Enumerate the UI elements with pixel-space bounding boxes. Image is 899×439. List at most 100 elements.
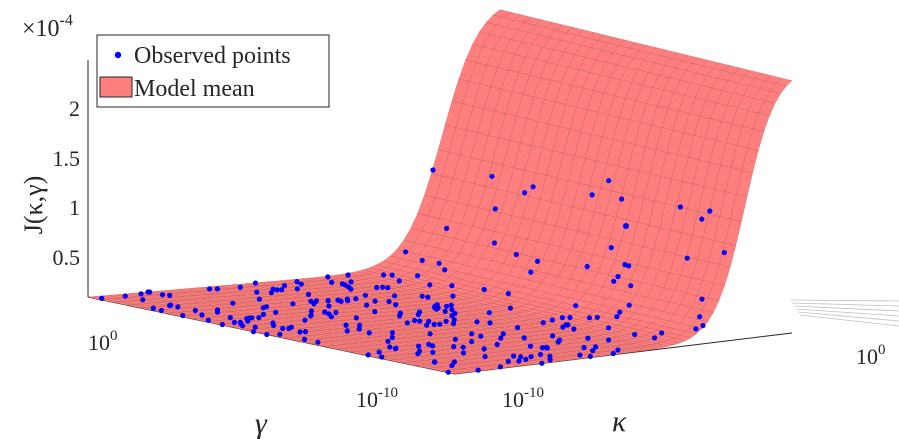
observed-point [451, 344, 457, 350]
observed-point [277, 331, 283, 337]
observed-point [492, 206, 498, 212]
observed-point [523, 356, 529, 362]
observed-point [516, 358, 522, 364]
observed-point [559, 315, 566, 321]
observed-point [419, 257, 425, 263]
observed-point [605, 325, 612, 331]
observed-point [175, 304, 181, 310]
kappa-tick-label: 100 [856, 342, 886, 369]
observed-point [537, 351, 544, 358]
observed-point [547, 357, 553, 363]
observed-point [325, 298, 331, 304]
observed-point [628, 283, 634, 289]
observed-point [353, 296, 359, 302]
observed-point [250, 329, 256, 335]
observed-point [396, 278, 402, 284]
observed-point [302, 329, 309, 335]
observed-point [343, 322, 349, 328]
observed-point [199, 312, 205, 318]
observed-point [415, 351, 421, 357]
observed-point [322, 309, 328, 315]
observed-point [584, 263, 590, 270]
observed-point [403, 249, 409, 255]
observed-point [557, 337, 563, 343]
observed-point [505, 358, 511, 364]
observed-point [345, 298, 351, 304]
observed-point [450, 293, 456, 299]
observed-point [571, 326, 577, 332]
observed-point [254, 289, 260, 295]
observed-point [290, 301, 296, 307]
observed-point [387, 344, 393, 350]
observed-point [619, 196, 625, 202]
observed-point [392, 293, 398, 299]
observed-point [294, 286, 300, 292]
observed-point [389, 330, 395, 336]
observed-point [427, 331, 433, 337]
observed-point [445, 369, 451, 375]
observed-point [419, 293, 425, 299]
observed-point [513, 251, 519, 258]
observed-point [543, 344, 549, 350]
observed-point [415, 311, 421, 318]
observed-point [563, 322, 569, 328]
observed-point [308, 312, 314, 318]
observed-point [273, 309, 279, 315]
observed-point [632, 331, 638, 338]
legend-patch-model [99, 76, 133, 98]
observed-point [460, 350, 467, 356]
observed-point [659, 330, 665, 336]
observed-point [448, 302, 454, 308]
observed-point [540, 320, 546, 326]
observed-point [577, 352, 583, 358]
observed-point [214, 286, 220, 292]
observed-point [329, 279, 335, 285]
observed-point [426, 341, 432, 347]
gamma-tick-label: 100 [88, 328, 118, 355]
observed-point [585, 335, 591, 341]
observed-point [264, 331, 270, 338]
observed-point [207, 286, 213, 292]
observed-point [240, 323, 246, 329]
observed-point [436, 260, 442, 266]
observed-point [325, 274, 331, 280]
observed-point [252, 280, 259, 286]
observed-point [437, 321, 443, 327]
observed-point [528, 269, 534, 275]
observed-point [180, 312, 186, 319]
observed-point [270, 286, 276, 292]
y-axis-label: κ [612, 405, 627, 438]
observed-point [489, 173, 495, 179]
observed-point [697, 314, 703, 320]
observed-point [521, 335, 527, 341]
observed-point [606, 178, 612, 184]
observed-point [305, 291, 312, 297]
observed-point [404, 320, 410, 326]
observed-point [431, 321, 437, 327]
observed-point [393, 345, 399, 351]
observed-point [449, 283, 455, 289]
observed-point [302, 317, 308, 323]
observed-point [286, 325, 292, 332]
observed-point [539, 360, 545, 366]
observed-point [256, 315, 262, 321]
observed-point [99, 295, 105, 301]
observed-point [385, 285, 391, 291]
observed-point [158, 307, 164, 314]
z-tick-label: 1 [69, 195, 80, 220]
observed-point [608, 245, 614, 251]
observed-point [699, 216, 705, 222]
observed-point [274, 287, 280, 293]
observed-point [487, 320, 493, 326]
observed-point [451, 359, 457, 365]
observed-point [366, 330, 372, 336]
z-tick-label: 0.5 [53, 245, 81, 270]
observed-point [486, 310, 492, 316]
observed-point [252, 324, 258, 330]
observed-point [397, 310, 403, 316]
observed-point [594, 314, 600, 320]
observed-point [417, 318, 423, 324]
observed-point [615, 273, 621, 280]
observed-point [505, 291, 511, 297]
observed-point [481, 286, 487, 293]
